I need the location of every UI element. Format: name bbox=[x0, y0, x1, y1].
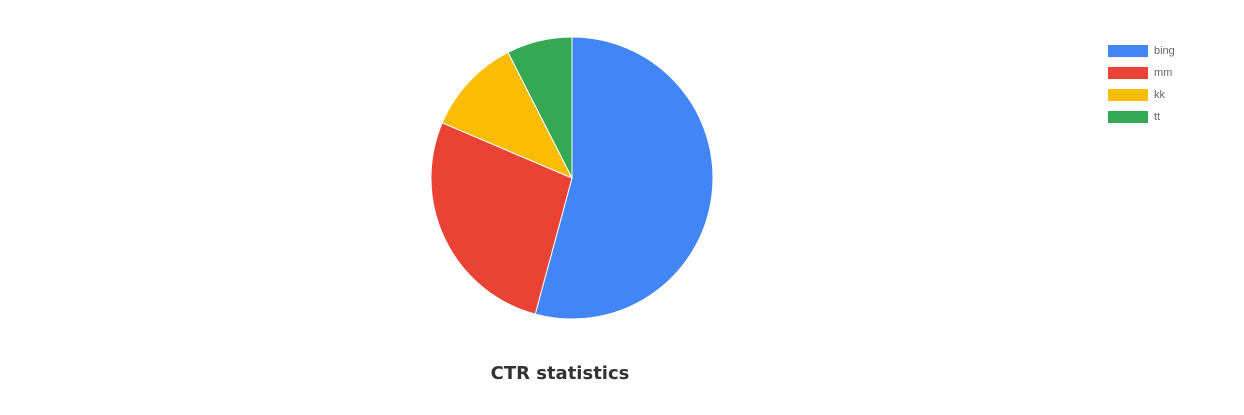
pie-slice bbox=[534, 36, 714, 320]
legend-swatch bbox=[1108, 45, 1148, 57]
legend-label: bing bbox=[1154, 45, 1175, 57]
pie-slice bbox=[441, 51, 574, 179]
legend-swatch bbox=[1108, 67, 1148, 79]
legend-swatch bbox=[1108, 89, 1148, 101]
legend-label: tt bbox=[1154, 111, 1160, 123]
chart-title: CTR statistics bbox=[491, 363, 630, 384]
pie-slice bbox=[507, 36, 573, 179]
legend-swatch bbox=[1108, 111, 1148, 123]
legend-label: kk bbox=[1154, 89, 1166, 101]
pie-slice bbox=[430, 122, 573, 315]
legend-label: mm bbox=[1154, 67, 1172, 79]
